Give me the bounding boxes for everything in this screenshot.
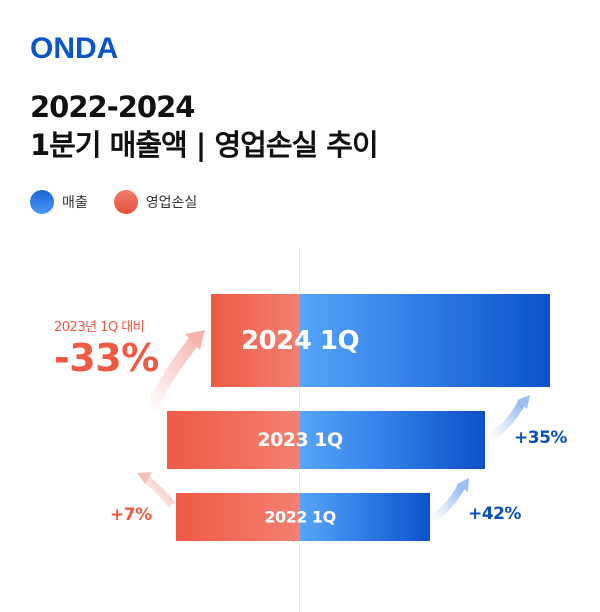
revenue-dot-icon — [30, 190, 54, 214]
revenue-2024-change: +35% — [514, 428, 567, 448]
revenue-bar — [300, 493, 430, 541]
title-line-2: 1분기 매출액 | 영업손실 추이 — [30, 128, 379, 162]
loss-bar — [210, 294, 300, 387]
revenue-2023-change: +42% — [468, 504, 521, 524]
onda-logo: ONDA — [30, 32, 119, 65]
revenue-arrow-2024 — [487, 395, 530, 442]
loss-arrow-2023 — [137, 472, 176, 508]
bar-category-label: 2024 1Q — [240, 325, 360, 356]
page-title: 2022-2024 1분기 매출액 | 영업손실 추이 — [30, 88, 379, 164]
legend-item-revenue: 매출 — [30, 190, 88, 214]
legend-label: 매출 — [62, 195, 88, 211]
legend: 매출 영업손실 — [30, 190, 223, 214]
title-line-1: 2022-2024 — [30, 90, 195, 124]
loss-bar — [167, 411, 300, 469]
bar-category-label: 2023 1Q — [257, 429, 343, 451]
loss-bar — [176, 493, 300, 541]
legend-item-loss: 영업손실 — [113, 190, 198, 214]
revenue-bar — [300, 294, 550, 387]
loss-2024-change: -33% — [54, 336, 159, 380]
loss-dot-icon — [113, 190, 138, 214]
loss-compare-label: 2023년 1Q 대비 — [54, 320, 145, 335]
loss-2023-change: +7% — [110, 505, 152, 525]
revenue-arrow-2023 — [429, 478, 469, 524]
legend-label: 영업손실 — [145, 195, 198, 211]
bar-category-label: 2022 1Q — [264, 507, 336, 527]
revenue-bar — [300, 411, 485, 469]
loss-arrow-2024 — [144, 330, 205, 413]
